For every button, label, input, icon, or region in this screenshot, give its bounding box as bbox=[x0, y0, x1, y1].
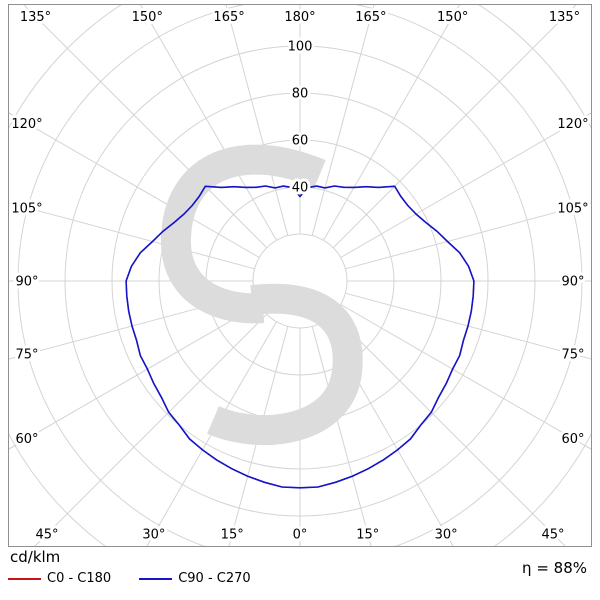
angle-label: 45° bbox=[35, 528, 58, 543]
watermark-logo bbox=[161, 144, 363, 445]
angle-label: 150° bbox=[132, 10, 163, 25]
angle-label: 75° bbox=[561, 348, 584, 363]
grid-spoke bbox=[146, 321, 277, 546]
axis-labels: 40 60 80 100 0° 15° 15° 30° 30° 45° 45° 60° 60° 75° 75… bbox=[8, 7, 591, 546]
angle-label: 120° bbox=[11, 117, 42, 132]
angle-label: 0° bbox=[293, 528, 308, 543]
grid-spoke bbox=[340, 304, 591, 450]
grid-spoke bbox=[34, 313, 268, 546]
grid-spoke bbox=[340, 112, 591, 258]
grid-spoke bbox=[332, 313, 566, 546]
grid-spoke bbox=[9, 304, 260, 450]
grid-spoke bbox=[323, 5, 460, 241]
angle-label: 90° bbox=[561, 275, 584, 290]
angle-label: 135° bbox=[549, 10, 580, 25]
grid-spoke bbox=[140, 5, 277, 241]
angle-label: 45° bbox=[541, 528, 564, 543]
radial-tick-label: 60 bbox=[292, 134, 309, 149]
angle-label: 150° bbox=[437, 10, 468, 25]
angle-label: 165° bbox=[355, 10, 386, 25]
angle-label: 135° bbox=[20, 10, 51, 25]
angle-label: 15° bbox=[221, 528, 244, 543]
c90-c270-line-swatch bbox=[139, 577, 173, 580]
angle-label: 120° bbox=[557, 117, 588, 132]
angle-label: 60° bbox=[15, 432, 38, 447]
angle-label: 105° bbox=[11, 201, 42, 216]
angle-label: 15° bbox=[356, 528, 379, 543]
series-curves bbox=[125, 185, 475, 489]
grid-spoke bbox=[9, 112, 260, 258]
legend-label-c90-c270: C90 - C270 bbox=[178, 571, 251, 586]
curve-c90-c270 bbox=[125, 185, 475, 489]
radial-tick-label: 100 bbox=[288, 40, 313, 55]
angle-label: 75° bbox=[15, 348, 38, 363]
angle-label: 165° bbox=[213, 10, 244, 25]
grid-spoke bbox=[9, 292, 255, 360]
angle-label: 30° bbox=[435, 528, 458, 543]
polar-diagram-svg: 40 60 80 100 0° 15° 15° 30° 30° 45° 45° 60° 60° 75° 75… bbox=[8, 4, 592, 547]
polar-grid bbox=[9, 5, 591, 546]
grid-spoke bbox=[23, 5, 268, 249]
grid-spoke bbox=[345, 292, 591, 360]
legend: C0 - C180 C90 - C270 bbox=[8, 571, 251, 586]
grid-spoke bbox=[311, 5, 375, 236]
grid-spoke bbox=[332, 5, 577, 249]
radial-tick-label: 40 bbox=[292, 181, 309, 196]
efficiency-label: η = 88% bbox=[522, 559, 587, 577]
grid-spoke bbox=[345, 202, 591, 270]
legend-item-c90-c270: C90 - C270 bbox=[139, 571, 251, 586]
polar-plot-area: 40 60 80 100 0° 15° 15° 30° 30° 45° 45° 60° 60° 75° 75… bbox=[8, 4, 592, 547]
angle-label: 105° bbox=[557, 201, 588, 216]
unit-label: cd/klm bbox=[10, 548, 61, 566]
grid-spoke bbox=[228, 326, 289, 546]
angle-label: 180° bbox=[284, 10, 315, 25]
radial-tick-label: 80 bbox=[292, 87, 309, 102]
c0-c180-line-swatch bbox=[8, 577, 41, 580]
angle-label: 60° bbox=[561, 432, 584, 447]
angle-label: 30° bbox=[142, 528, 165, 543]
legend-label-c0-c180: C0 - C180 bbox=[47, 571, 112, 586]
legend-item-c0-c180: C0 - C180 bbox=[8, 571, 111, 586]
angle-label: 90° bbox=[15, 275, 38, 290]
